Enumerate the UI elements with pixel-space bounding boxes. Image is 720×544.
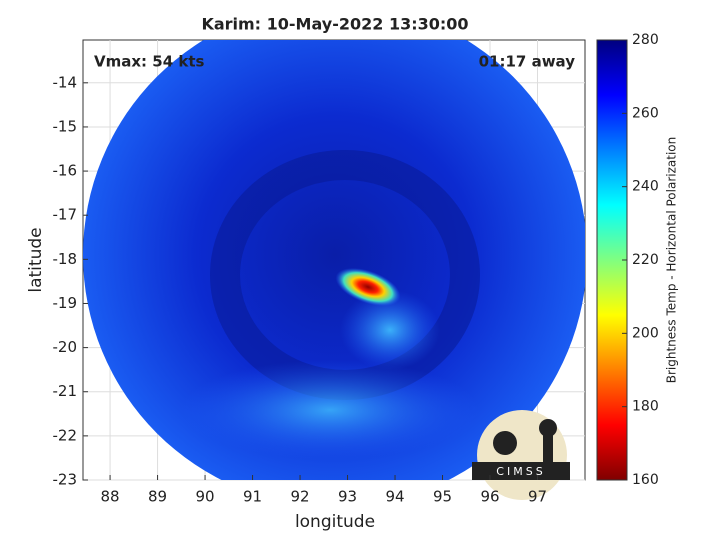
swath-image [83, 40, 585, 480]
x-tick-label: 89 [148, 488, 167, 506]
logo: CIMSS [472, 410, 570, 500]
colorbar-tick-label: 240 [632, 179, 659, 195]
x-tick-label: 97 [528, 488, 547, 506]
colorbar-tick-label: 220 [632, 252, 659, 268]
y-tick-label: -21 [53, 382, 78, 400]
y-tick-label: -14 [53, 73, 78, 91]
y-tick-label: -15 [53, 117, 78, 135]
y-tick-label: -18 [53, 250, 78, 268]
colorbar-tick-label: 160 [632, 472, 659, 488]
x-tick-label: 93 [338, 488, 357, 506]
x-tick-label: 88 [101, 488, 120, 506]
colorbar-label: Brightness Temp - Horizontal Polarizatio… [665, 137, 679, 384]
x-tick-label: 90 [196, 488, 215, 506]
colorbar-tick-label: 260 [632, 105, 659, 121]
logo-text: CIMSS [496, 465, 545, 478]
colorbar-tick-label: 180 [632, 399, 659, 415]
y-axis-label: latitude [26, 227, 46, 292]
y-tick-label: -22 [53, 426, 78, 444]
x-tick-label: 95 [433, 488, 452, 506]
x-axis-label: longitude [295, 512, 375, 532]
chart-title: Karim: 10-May-2022 13:30:00 [201, 15, 468, 34]
colorbar-tick-label: 280 [632, 32, 659, 48]
x-tick-label: 91 [243, 488, 262, 506]
annotation: Vmax: 54 kts [94, 53, 204, 71]
y-tick-label: -23 [53, 471, 78, 489]
colorbar-tick-label: 200 [632, 325, 659, 341]
annotation: 01:17 away [479, 53, 576, 71]
y-tick-label: -20 [53, 338, 78, 356]
y-tick-label: -17 [53, 206, 78, 224]
x-tick-label: 94 [385, 488, 404, 506]
y-tick-label: -19 [53, 294, 78, 312]
x-tick-label: 92 [290, 488, 309, 506]
x-tick-label: 96 [480, 488, 499, 506]
y-tick-label: -16 [53, 162, 78, 180]
